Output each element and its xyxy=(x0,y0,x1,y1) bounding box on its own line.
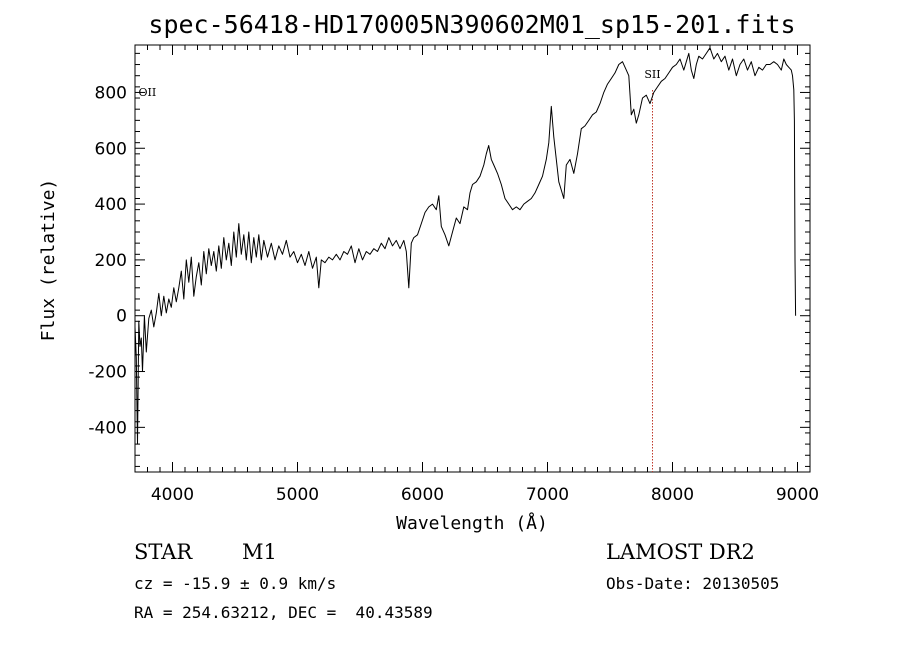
line-marker-label: SII xyxy=(644,68,660,81)
y-tick-label: 400 xyxy=(95,195,127,215)
chart-title: spec-56418-HD170005N390602M01_sp15-201.f… xyxy=(148,10,795,39)
spectrum-line xyxy=(134,47,797,445)
x-tick-label: 8000 xyxy=(651,485,694,505)
coordinates-text: RA = 254.63212, DEC = 40.43589 xyxy=(134,603,433,622)
line-marker-label: OII xyxy=(139,86,157,99)
subclass-label: M1 xyxy=(242,540,277,564)
y-tick-label: -400 xyxy=(88,418,127,438)
x-axis-label: Wavelength (Å) xyxy=(396,512,548,534)
obs-date-text: Obs-Date: 20130505 xyxy=(606,574,780,593)
plot-frame xyxy=(134,44,811,473)
x-tick-label: 7000 xyxy=(526,485,569,505)
y-tick-label: 200 xyxy=(95,251,127,271)
x-tick-label: 4000 xyxy=(151,485,194,505)
x-tick-label: 5000 xyxy=(276,485,319,505)
class-label: STAR xyxy=(134,540,193,564)
y-tick-label: 800 xyxy=(95,83,127,103)
y-axis-label: Flux (relative) xyxy=(38,179,59,342)
redshift-text: cz = -15.9 ± 0.9 km/s xyxy=(134,574,337,593)
survey-label: LAMOST DR2 xyxy=(606,540,755,564)
x-tick-label: 6000 xyxy=(401,485,444,505)
x-tick-label: 9000 xyxy=(776,485,819,505)
y-tick-label: 0 xyxy=(116,307,127,327)
plot-area: 4000 5000 6000 7000 8000 9000 -400 -200 0 200 400 6… xyxy=(88,44,819,505)
y-tick-label: 600 xyxy=(95,139,127,159)
y-tick-label: -200 xyxy=(88,363,127,383)
